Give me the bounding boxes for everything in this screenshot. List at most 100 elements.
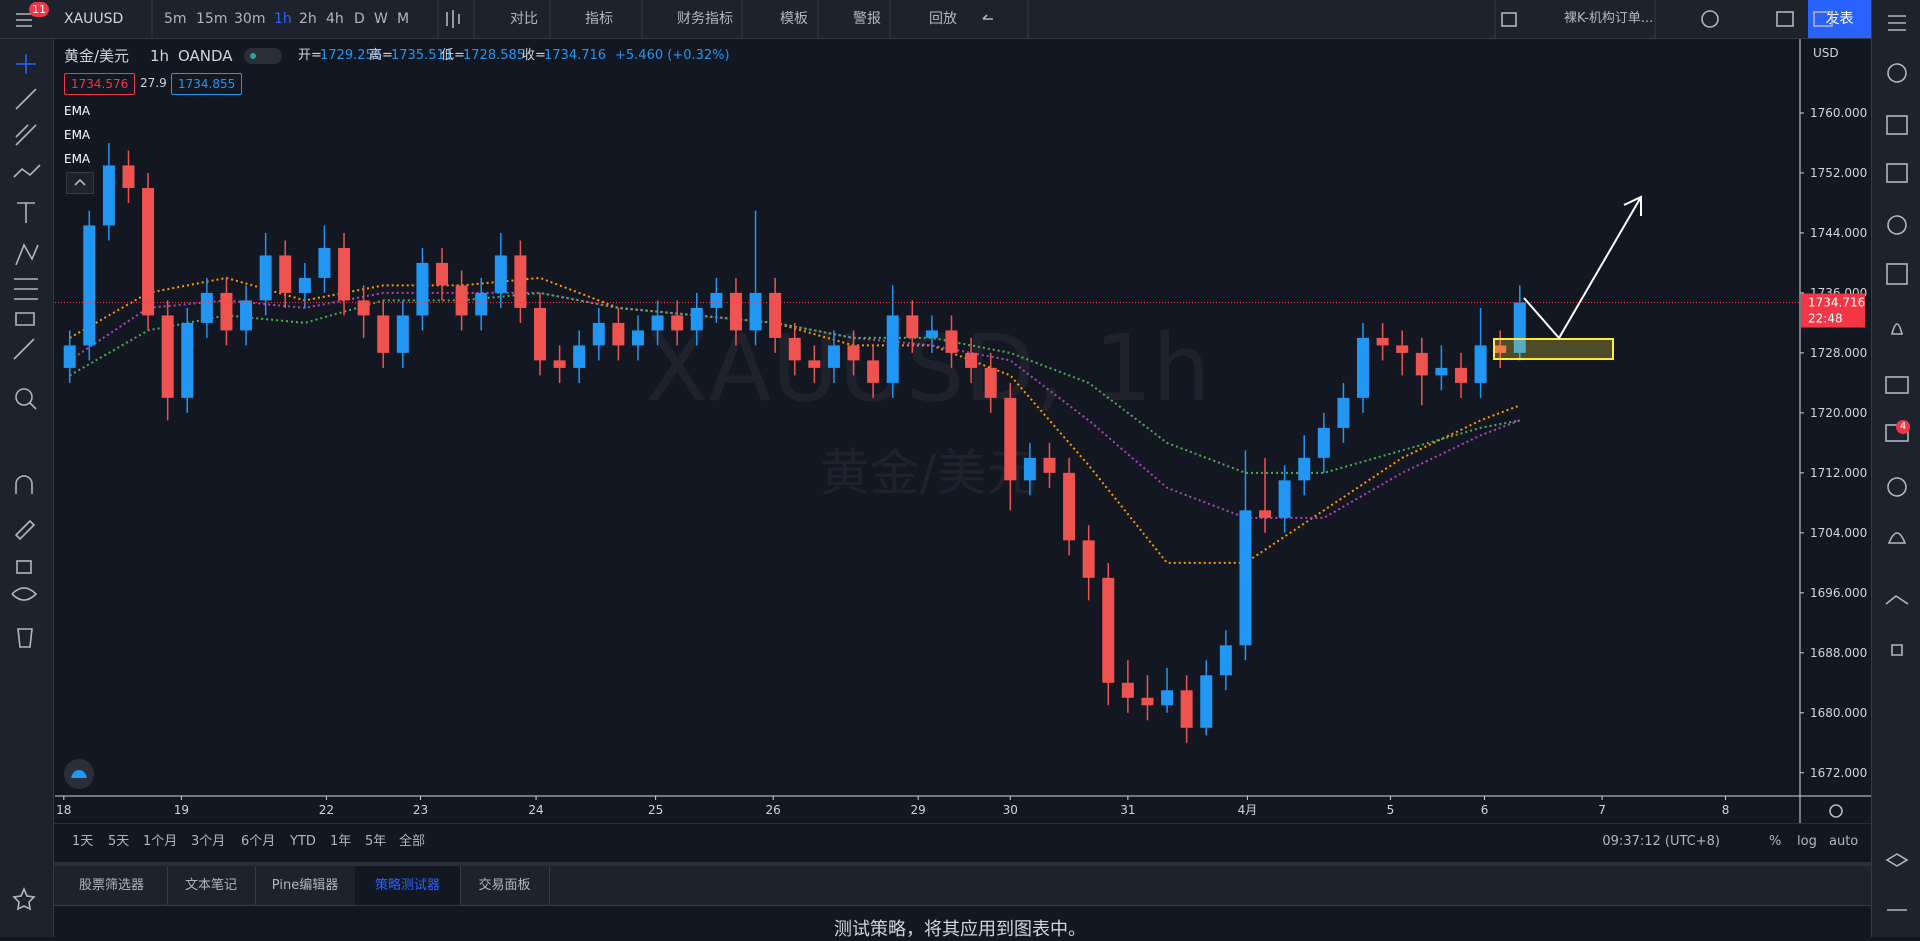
widget-icons[interactable] (1872, 0, 1920, 937)
candle-body (83, 225, 96, 346)
candle-body (965, 352, 978, 368)
layout-name[interactable]: 裸K-机构订单... (1564, 11, 1654, 26)
candle-body (1023, 457, 1036, 481)
candle-body (925, 330, 938, 338)
range-button[interactable]: 5天 (108, 834, 130, 849)
toolbar-button[interactable]: 回放 (929, 11, 957, 27)
zone-box (1493, 338, 1614, 360)
x-tick-label: 8 (1722, 803, 1730, 817)
ohlc-value: 1734.716 (544, 48, 607, 63)
collapse-button[interactable] (66, 172, 94, 194)
badge: 4 (1896, 420, 1910, 434)
x-tick-label: 23 (413, 803, 428, 817)
candle-body (259, 255, 272, 301)
candle-body (945, 330, 958, 353)
panel-tabs: 股票筛选器 文本笔记 Pine编辑器 策略测试器 交易面板 (54, 866, 1871, 906)
candle-body (631, 330, 644, 346)
x-tick-label: 22 (319, 803, 334, 817)
candle-body (867, 360, 880, 383)
toolbar-button[interactable]: 财务指标 (677, 11, 733, 27)
candle-body (1063, 472, 1076, 541)
candle-body (1494, 345, 1507, 353)
candle-body (533, 307, 546, 361)
x-tick-label: 7 (1598, 803, 1606, 817)
interval[interactable]: 4h (326, 11, 344, 27)
ohlc-label: 开= (298, 48, 322, 63)
last-price-box (1801, 293, 1865, 328)
status-pill[interactable] (244, 48, 282, 64)
candle-body (1004, 397, 1017, 481)
legend-name: 黄金/美元 (64, 47, 130, 65)
x-tick-label: 18 (56, 803, 71, 817)
candle-body (827, 345, 840, 368)
ohlc-label: 收= (522, 48, 546, 63)
range-button[interactable]: 1天 (72, 834, 94, 849)
candle-body (1259, 510, 1272, 518)
tool-icons[interactable] (0, 39, 53, 937)
scale-option[interactable]: log (1797, 834, 1817, 849)
candle-body (142, 187, 155, 316)
candle-body (573, 345, 586, 368)
range-bar: 1天 5天 1个月 3个月 6个月 YTD 1年 5年 全部 09:37:12 (UTC+8) … (54, 823, 1871, 859)
menu-icon[interactable] (14, 10, 36, 30)
candle-body (984, 367, 997, 398)
legend-exchange: OANDA (178, 47, 233, 65)
range-button[interactable]: 1个月 (143, 834, 178, 849)
range-button[interactable]: YTD (290, 834, 316, 849)
candle-body (612, 322, 625, 346)
candle-body (1337, 397, 1350, 428)
axes: 1672.000 1680.000 1688.000 1696.000 1704.000… (56, 106, 1867, 817)
scale-option[interactable]: % (1769, 834, 1782, 849)
candle-body (788, 337, 801, 361)
panel-tab[interactable]: 股票筛选器 (56, 866, 168, 905)
range-button[interactable]: 1年 (330, 834, 352, 849)
toolbar-button[interactable]: 警报 (853, 11, 881, 27)
candle-body (1396, 345, 1409, 353)
panel-message: 测试策略，将其应用到图表中。 (834, 919, 1086, 940)
interval[interactable]: 30m (234, 11, 266, 27)
panel-tab[interactable]: 文本笔记 (167, 866, 256, 905)
candle-body (475, 292, 488, 316)
axis-settings[interactable] (1829, 804, 1843, 818)
interval[interactable]: 2h (299, 11, 317, 27)
candle-body (1161, 690, 1174, 706)
interval[interactable]: M (397, 11, 410, 27)
scale-option[interactable]: auto (1829, 834, 1859, 849)
toolbar-button[interactable]: 指标 (585, 11, 613, 27)
interval[interactable]: 5m (164, 11, 187, 27)
x-tick-label: 4月 (1238, 803, 1258, 817)
y-tick-label: 1752.000 (1810, 166, 1867, 180)
toolbar-button[interactable]: 对比 (510, 11, 538, 27)
interval[interactable]: 15m (196, 11, 228, 27)
candle-body (1200, 675, 1213, 728)
range-button[interactable]: 5年 (365, 834, 387, 849)
y-tick-label: 1712.000 (1810, 466, 1867, 480)
symbol[interactable]: XAUUSD (64, 11, 124, 27)
publish-button[interactable]: 发表 (1808, 0, 1871, 38)
candle-body (63, 345, 76, 368)
last-price-label: 1734.716 (1808, 296, 1865, 310)
candle-body (1415, 352, 1428, 376)
interval[interactable]: 1h (274, 11, 292, 27)
x-tick-label: 25 (648, 803, 663, 817)
interval[interactable]: D (354, 11, 365, 27)
toolbar-button[interactable]: 模板 (780, 11, 808, 27)
x-tick-label: 19 (174, 803, 189, 817)
candle-body (847, 345, 860, 361)
range-button[interactable]: 全部 (399, 834, 426, 849)
panel-tab[interactable]: 交易面板 (460, 866, 550, 905)
x-tick-label: 6 (1481, 803, 1489, 817)
candle-body (338, 247, 351, 301)
candle-body (690, 307, 703, 331)
candle-body (240, 300, 253, 331)
candle-body (553, 360, 566, 368)
interval[interactable]: W (374, 11, 388, 27)
range-button[interactable]: 3个月 (191, 834, 226, 849)
panel-tab[interactable]: Pine编辑器 (255, 866, 356, 905)
range-button[interactable]: 6个月 (241, 834, 276, 849)
candle-body (161, 315, 174, 398)
candle-body (1357, 337, 1370, 398)
panel-tab[interactable]: 策略测试器 (355, 866, 461, 905)
